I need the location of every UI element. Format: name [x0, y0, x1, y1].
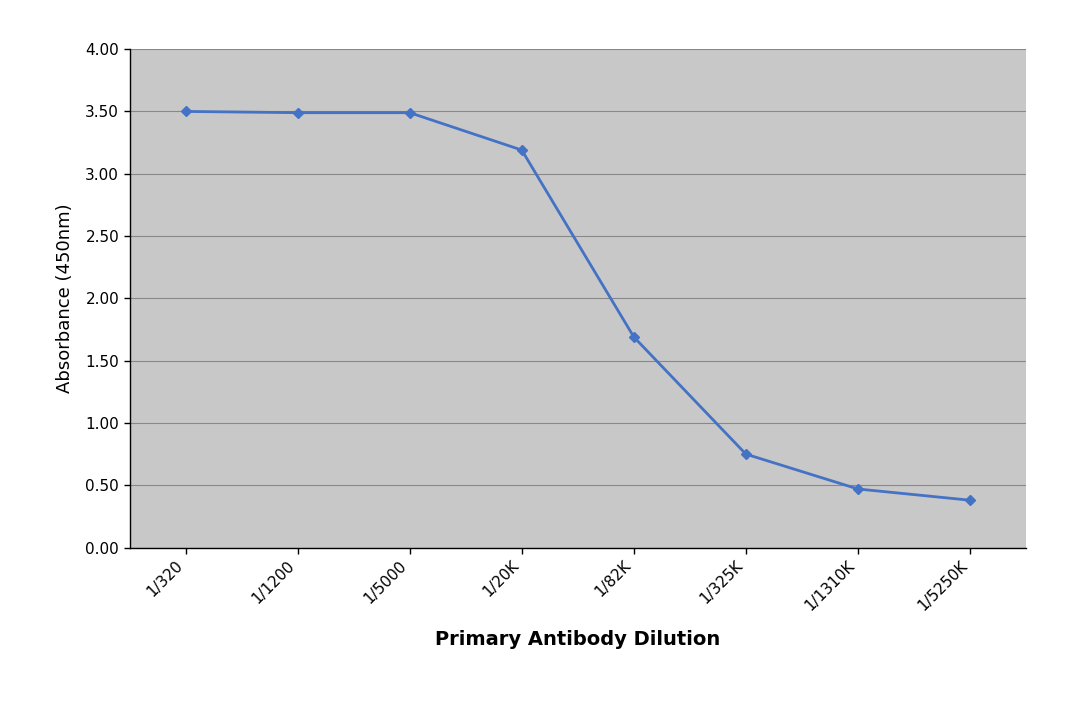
Y-axis label: Absorbance (450nm): Absorbance (450nm) — [56, 204, 75, 393]
X-axis label: Primary Antibody Dilution: Primary Antibody Dilution — [435, 630, 720, 649]
